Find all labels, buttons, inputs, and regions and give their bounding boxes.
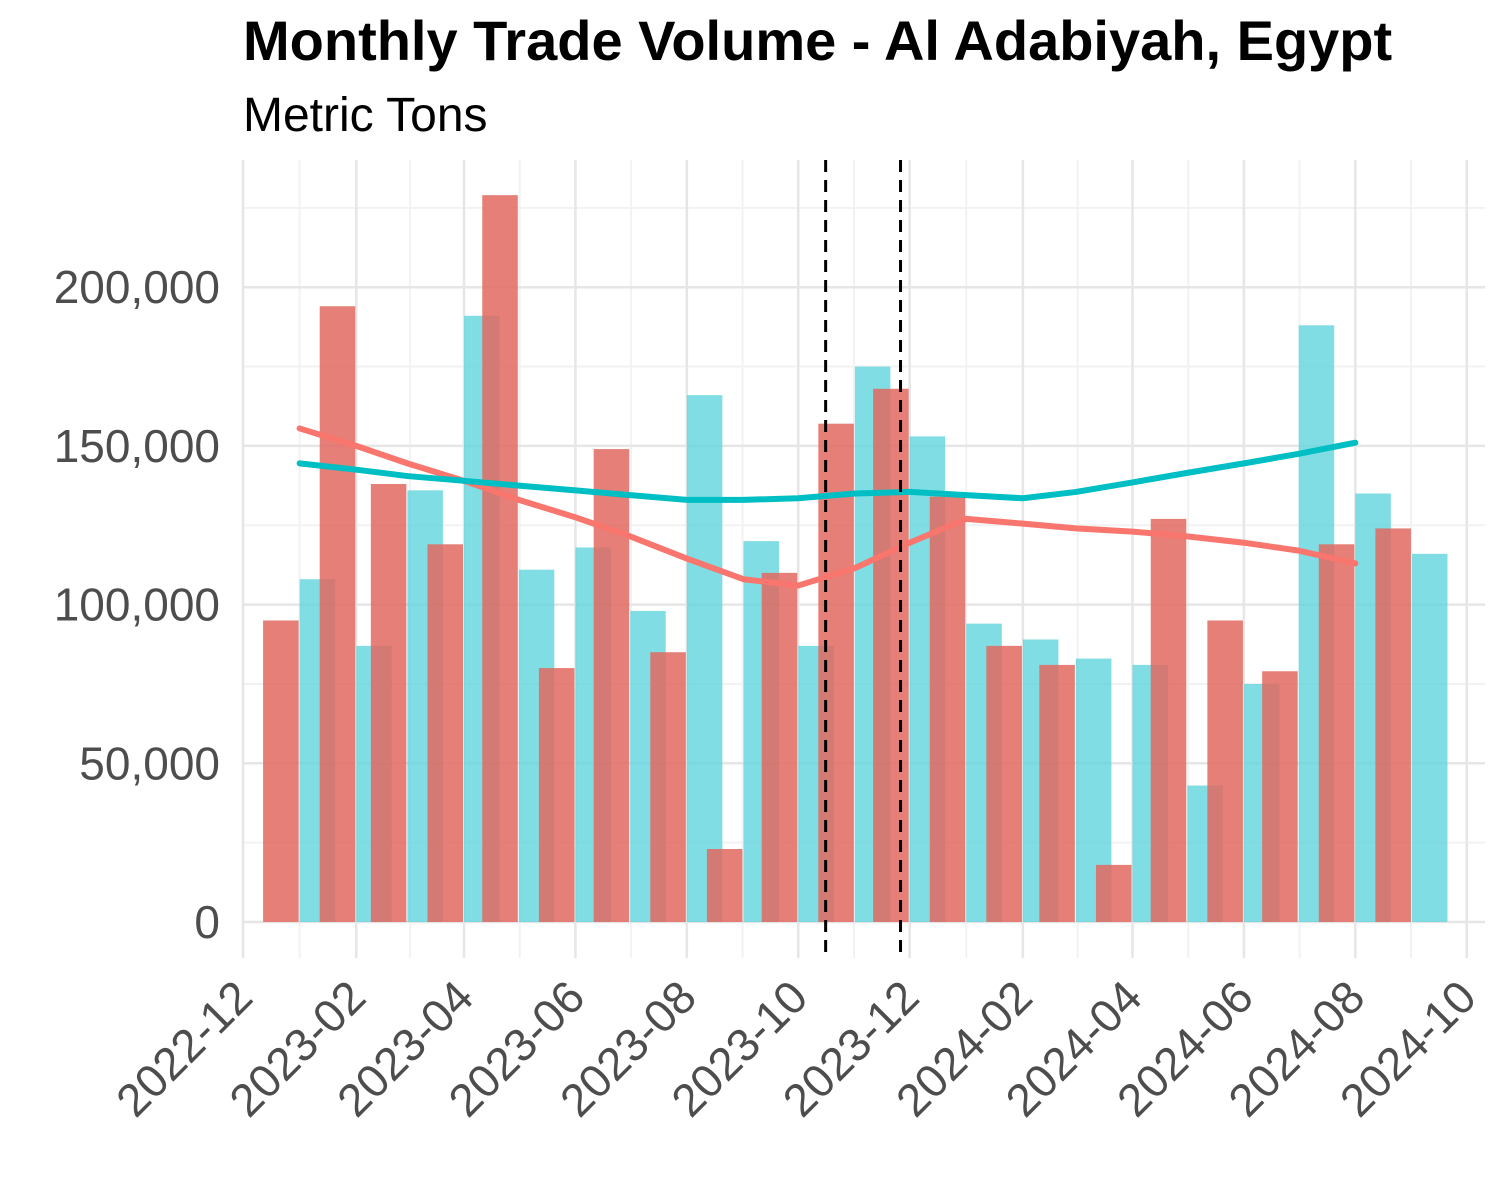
bar-series-1 [1039,664,1075,922]
bar-series-2 [686,395,723,923]
bar-series-1 [319,306,356,922]
bar-series-1 [263,620,299,922]
trend-line-series-2 [296,439,1359,503]
bar-series-1 [873,388,909,922]
bar-series-1 [1207,620,1243,922]
bar-series-1 [650,652,686,922]
y-tick-label: 0 [194,896,220,948]
bar-series-1 [1375,528,1411,922]
bar-series-1 [986,645,1022,922]
bar-series-2 [1411,553,1448,922]
reference-line-layer [824,160,903,958]
y-tick-label: 150,000 [54,420,220,472]
bar-series-1 [1095,864,1132,922]
bar-series-1 [706,848,743,922]
y-tick-label: 200,000 [54,261,220,313]
y-tick-label: 50,000 [79,737,220,789]
bar-series-1 [427,544,464,922]
bar-series-1 [370,483,407,922]
bar-series-1 [1150,518,1187,922]
bar-series-1 [593,449,630,922]
trend-layer [296,425,1359,589]
chart-subtitle: Metric Tons [243,89,488,142]
y-tick-label: 100,000 [54,579,220,631]
bar-series-1 [1318,544,1355,922]
chart-title: Monthly Trade Volume - Al Adabiyah, Egyp… [243,9,1393,72]
bar-series-1 [761,572,798,922]
bar-layer [263,195,1448,923]
bar-series-1 [538,668,575,922]
bar-series-1 [1262,671,1298,922]
bar-series-1 [482,195,518,923]
bar-series-1 [929,496,966,922]
